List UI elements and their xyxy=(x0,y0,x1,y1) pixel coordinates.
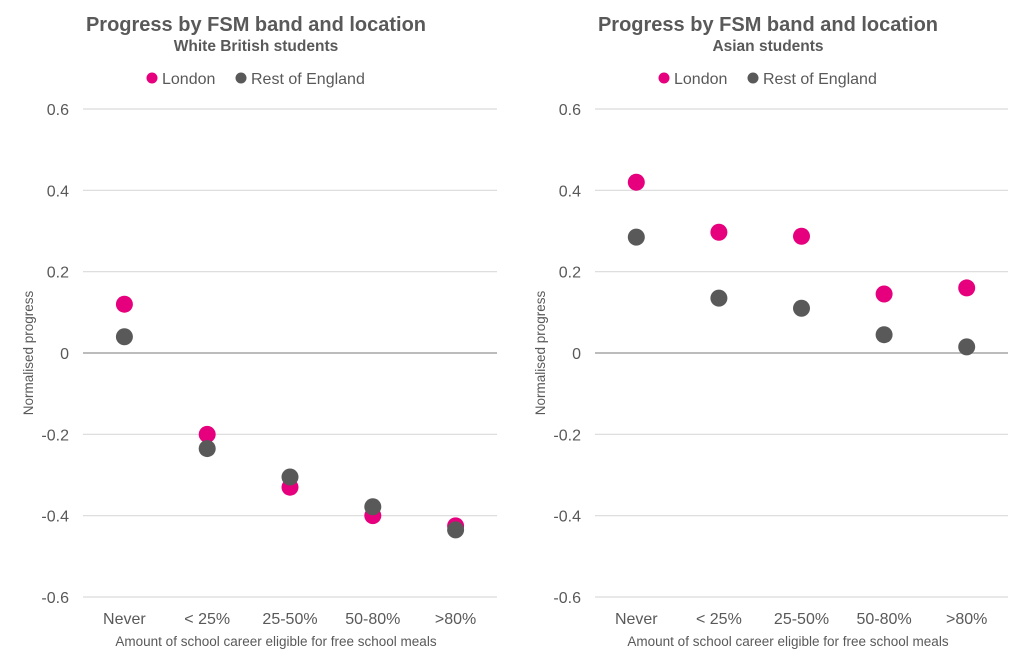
data-point-london xyxy=(875,285,893,303)
y-tick-label: -0.6 xyxy=(553,590,581,607)
x-tick-label: < 25% xyxy=(184,611,230,628)
chart-title: Progress by FSM band and location xyxy=(86,14,426,36)
chart-title: Progress by FSM band and location xyxy=(598,14,938,36)
legend-label-rest-of-england: Rest of England xyxy=(763,71,877,88)
data-point-rest-of-england xyxy=(364,498,382,516)
legend-marker-rest-of-england xyxy=(235,72,247,84)
y-axis-title: Normalised progress xyxy=(21,290,36,415)
data-point-london xyxy=(793,227,810,245)
data-point-rest-of-england xyxy=(710,289,728,307)
x-tick-label: Never xyxy=(615,611,658,628)
y-tick-label: 0.4 xyxy=(47,183,69,200)
legend-marker-london xyxy=(146,72,158,84)
legend-label-london: London xyxy=(674,71,727,88)
legend: London Rest of England xyxy=(146,71,365,88)
x-tick-label: 50-80% xyxy=(345,611,400,628)
data-point-london xyxy=(198,425,216,443)
x-axis-title: Amount of school career eligible for fre… xyxy=(115,634,436,649)
x-tick-label: 25-50% xyxy=(774,611,829,628)
data-point-rest-of-england xyxy=(198,440,216,458)
data-point-rest-of-england xyxy=(281,468,299,486)
data-point-london xyxy=(710,223,728,241)
y-tick-label: 0 xyxy=(572,346,581,363)
y-tick-label: -0.2 xyxy=(553,427,581,444)
y-axis-title: Normalised progress xyxy=(533,290,548,415)
y-tick-label: -0.4 xyxy=(553,509,581,526)
chart-subtitle: White British students xyxy=(174,38,338,55)
chart-subtitle: Asian students xyxy=(712,38,823,55)
legend: London Rest of England xyxy=(658,71,877,88)
data-point-rest-of-england xyxy=(627,228,645,246)
x-tick-label: >80% xyxy=(435,611,476,628)
y-tick-label: 0 xyxy=(60,346,69,363)
chart-panel-2: Progress by FSM band and location Asian s… xyxy=(533,14,1008,649)
x-tick-label: < 25% xyxy=(696,611,742,628)
legend-label-london: London xyxy=(162,71,215,88)
legend-marker-london xyxy=(658,72,670,84)
y-tick-label: 0.4 xyxy=(559,183,581,200)
y-tick-label: -0.4 xyxy=(41,509,69,526)
y-tick-label: -0.2 xyxy=(41,427,69,444)
legend-label-rest-of-england: Rest of England xyxy=(251,71,365,88)
x-tick-label: 50-80% xyxy=(857,611,912,628)
x-axis-title: Amount of school career eligible for fre… xyxy=(627,634,948,649)
y-tick-label: 0.6 xyxy=(47,102,69,119)
data-point-london xyxy=(115,295,133,313)
x-tick-label: Never xyxy=(103,611,146,628)
legend-marker-rest-of-england xyxy=(747,72,759,84)
y-tick-label: 0.2 xyxy=(47,265,69,282)
y-tick-label: 0.6 xyxy=(559,102,581,119)
y-tick-label: 0.2 xyxy=(559,265,581,282)
y-tick-label: -0.6 xyxy=(41,590,69,607)
data-point-rest-of-england xyxy=(447,521,465,539)
x-tick-label: 25-50% xyxy=(262,611,317,628)
data-point-rest-of-england xyxy=(958,338,976,356)
data-point-london xyxy=(958,279,976,297)
data-point-rest-of-england xyxy=(793,299,810,317)
x-tick-label: >80% xyxy=(946,611,987,628)
data-point-rest-of-england xyxy=(115,328,133,346)
data-point-london xyxy=(627,173,645,191)
chart-panel-1: Progress by FSM band and location White B… xyxy=(21,14,497,649)
data-point-rest-of-england xyxy=(875,326,893,344)
